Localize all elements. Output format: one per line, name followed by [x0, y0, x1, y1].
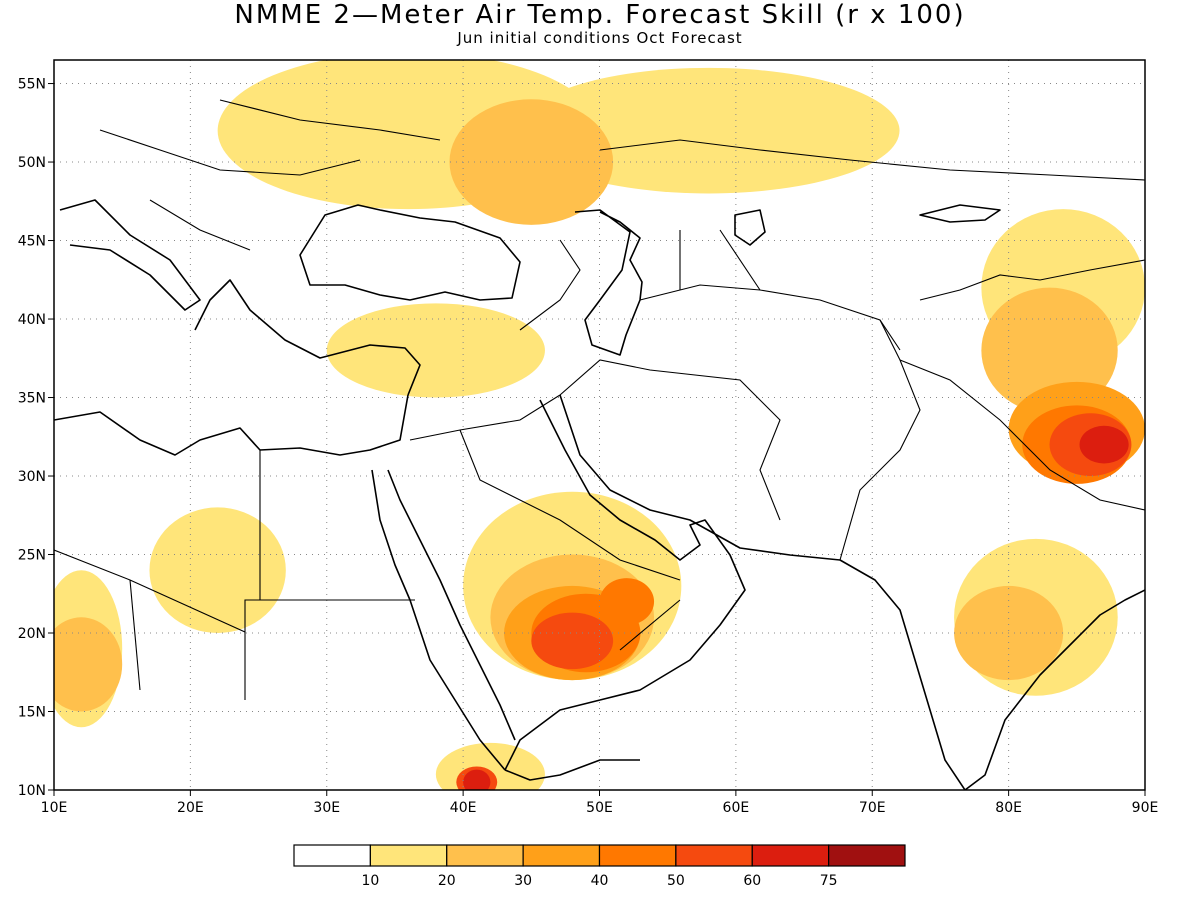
lat-label: 20N — [18, 626, 46, 642]
colorbar-swatch — [598, 844, 677, 867]
axis-ticks — [48, 83, 1146, 796]
colorbar-label: 50 — [667, 873, 685, 889]
aral-sea — [734, 209, 766, 246]
lon-label: 70E — [859, 800, 886, 816]
horn-of-africa-coast — [504, 759, 640, 781]
red-sea-east-coast — [387, 469, 516, 741]
colorbar-swatch — [369, 844, 448, 867]
colorbar-swatch — [675, 844, 753, 867]
map-title: NMME 2—Meter Air Temp. Forecast Skill (r… — [234, 0, 966, 30]
longitude-labels: 10E 20E 30E 40E 50E 60E 70E 80E 90E — [41, 800, 1159, 816]
skill-region-13 — [981, 287, 1118, 414]
colorbar-label: 40 — [591, 873, 609, 889]
colorbar-label: 20 — [438, 873, 456, 889]
country-borders-layer — [54, 99, 1145, 700]
coastlines-layer — [54, 199, 1145, 790]
anatolia-coast — [194, 279, 421, 396]
lon-label: 90E — [1132, 800, 1159, 816]
lon-label: 40E — [450, 800, 477, 816]
balkan-coast — [59, 199, 201, 311]
lon-label: 20E — [177, 800, 204, 816]
lat-label: 25N — [18, 548, 46, 564]
skill-region-22 — [1079, 425, 1129, 464]
black-sea-coast — [299, 204, 521, 301]
arabia-south-coast — [504, 699, 601, 771]
colorbar-swatch — [522, 844, 601, 867]
colorbar-swatch — [446, 844, 524, 867]
lat-label: 35N — [18, 391, 46, 407]
skill-region-9 — [449, 99, 614, 225]
lon-label: 60E — [723, 800, 750, 816]
lon-label: 10E — [41, 800, 68, 816]
caspian-sea-coast — [574, 209, 643, 356]
colorbar: 10 20 30 40 50 60 75 — [293, 844, 906, 889]
balkhash-lake — [919, 204, 1001, 223]
colorbar-swatch — [293, 844, 371, 867]
skill-region-23 — [463, 769, 491, 790]
lon-label: 80E — [995, 800, 1022, 816]
iran-coast — [559, 394, 841, 561]
skill-region-1 — [149, 507, 286, 634]
lat-label: 15N — [18, 705, 46, 721]
lat-label: 10N — [18, 783, 46, 799]
lat-label: 45N — [18, 234, 46, 250]
lon-label: 50E — [586, 800, 613, 816]
colorbar-label: 10 — [361, 873, 379, 889]
india-coast — [839, 559, 1145, 790]
latitude-labels: 10N 15N 20N 25N 30N 35N 40N 45N 50N 55N — [18, 77, 46, 799]
colorbar-label: 75 — [820, 873, 838, 889]
colorbar-label: 30 — [514, 873, 532, 889]
lon-label: 30E — [313, 800, 340, 816]
north-africa-coast — [54, 394, 409, 456]
lat-label: 30N — [18, 469, 46, 485]
lat-label: 40N — [18, 312, 46, 328]
map-subtitle: Jun initial conditions Oct Forecast — [457, 29, 743, 47]
colorbar-swatch — [751, 844, 830, 867]
skill-region-4 — [326, 303, 545, 398]
skill-region-10 — [54, 617, 123, 712]
skill-region-18 — [599, 578, 655, 626]
colorbar-swatch — [828, 844, 906, 867]
red-sea-west-coast — [371, 469, 506, 771]
colorbar-label: 60 — [743, 873, 761, 889]
skill-region-19 — [531, 612, 614, 670]
lat-label: 50N — [18, 155, 46, 171]
persian-gulf-coast — [539, 399, 746, 701]
lat-label: 55N — [18, 77, 46, 93]
